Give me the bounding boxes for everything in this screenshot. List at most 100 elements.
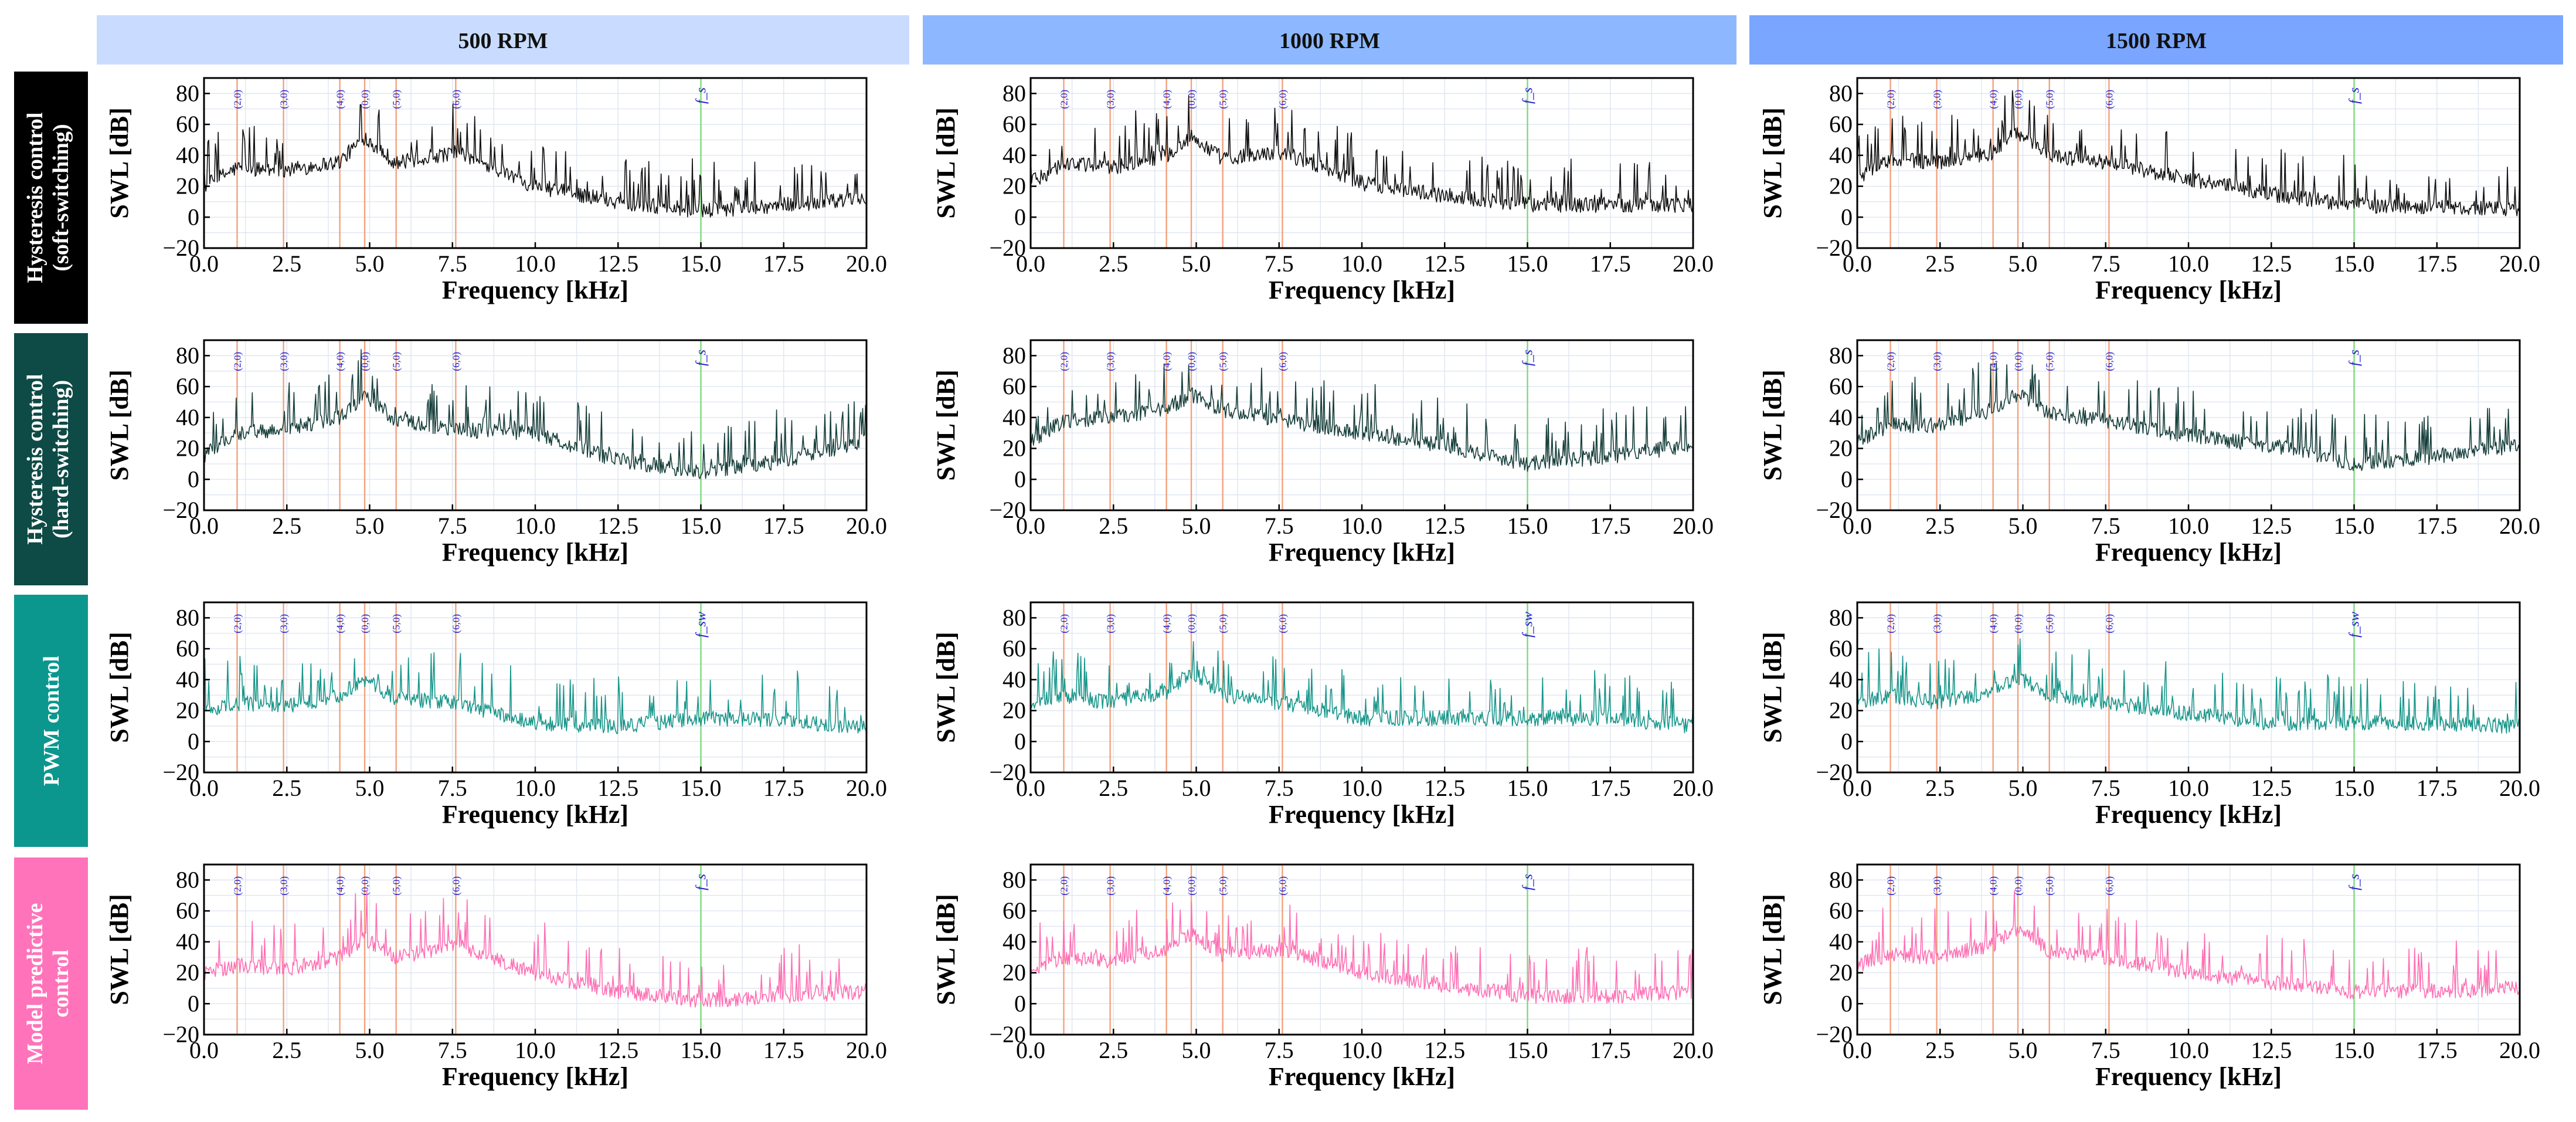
y-tick-label: 20 <box>176 173 199 199</box>
spectrum-panel: (2,0) (3,0) (4,0) (0,0) (5,0) (6,0) f_s 0.0 2.5 5… <box>932 77 1714 304</box>
spectrum-trace <box>203 103 867 218</box>
y-tick-label: 80 <box>1002 866 1026 893</box>
x-tick-label: 15.0 <box>2334 775 2375 801</box>
mode-label: (2,0) <box>1885 876 1897 896</box>
x-tick-label: 10.0 <box>1341 775 1382 801</box>
x-tick-label: 0.0 <box>189 250 219 277</box>
mode-label: (2,0) <box>1059 876 1070 896</box>
y-tick-label: 0 <box>1841 990 1853 1016</box>
column-header-label: 1500 RPM <box>2106 29 2207 53</box>
x-tick-label: 5.0 <box>2009 1037 2038 1063</box>
mode-label: (0,0) <box>1186 90 1197 109</box>
y-axis-label: SWL [dB] <box>932 632 960 743</box>
mode-label: (2,0) <box>232 614 243 633</box>
mode-label: (4,0) <box>335 90 346 109</box>
y-axis-label: SWL [dB] <box>932 107 960 219</box>
y-tick-label: 20 <box>176 697 199 724</box>
x-tick-label: 0.0 <box>1016 1037 1045 1063</box>
x-tick-label: 0.0 <box>1016 513 1045 539</box>
y-tick-label: 0 <box>1841 466 1853 492</box>
x-axis-label: Frequency [kHz] <box>1269 800 1455 829</box>
y-tick-label: 40 <box>176 666 199 693</box>
y-tick-label: 80 <box>176 342 199 368</box>
mode-label: (6,0) <box>450 352 461 371</box>
x-axis-label: Frequency [kHz] <box>2095 538 2282 567</box>
mode-label: (5,0) <box>391 352 402 371</box>
x-tick-label: 15.0 <box>2334 513 2375 539</box>
x-tick-label: 7.5 <box>2091 250 2120 277</box>
mode-label: (6,0) <box>1277 90 1288 109</box>
x-tick-label: 20.0 <box>2499 1037 2540 1063</box>
mode-label: (0,0) <box>359 876 371 896</box>
mode-label: (5,0) <box>1218 90 1229 109</box>
x-tick-label: 20.0 <box>2499 513 2540 539</box>
x-tick-label: 5.0 <box>1182 513 1211 539</box>
x-tick-label: 17.5 <box>2417 775 2458 801</box>
column-header-label: 500 RPM <box>458 29 548 53</box>
mode-label: (0,0) <box>2013 352 2024 371</box>
mode-label: (6,0) <box>2103 90 2115 109</box>
x-tick-label: 17.5 <box>2417 1037 2458 1063</box>
y-tick-label: 0 <box>188 204 199 230</box>
mode-label: (0,0) <box>2013 614 2024 633</box>
y-tick-label: 0 <box>1841 728 1853 754</box>
x-tick-label: 0.0 <box>189 775 219 801</box>
y-tick-label: 60 <box>1829 635 1853 662</box>
mode-label: (2,0) <box>232 90 243 109</box>
x-tick-label: 12.5 <box>2251 775 2292 801</box>
y-tick-label: 0 <box>188 728 199 754</box>
y-tick-label: 80 <box>1829 604 1853 631</box>
y-tick-label: 60 <box>1002 373 1026 399</box>
x-tick-label: 12.5 <box>597 513 638 539</box>
y-tick-label: 60 <box>1829 111 1853 137</box>
x-tick-label: 17.5 <box>2417 513 2458 539</box>
y-tick-label: 40 <box>176 928 199 955</box>
chart-panels: (2,0) (3,0) (4,0) (0,0) (5,0) (6,0) f_s 0.0 2.5 5… <box>105 77 2540 1091</box>
mode-label: (3,0) <box>1932 876 1943 896</box>
x-tick-label: 15.0 <box>2334 1037 2375 1063</box>
mode-label: (3,0) <box>1105 90 1116 109</box>
mode-label: (2,0) <box>1059 90 1070 109</box>
y-tick-label: 40 <box>1829 928 1853 955</box>
x-tick-label: 20.0 <box>846 513 887 539</box>
spectrum-panel: (2,0) (3,0) (4,0) (0,0) (5,0) (6,0) f_s 0.0 2.5 5… <box>105 339 887 567</box>
row-label-text: control <box>49 950 73 1017</box>
x-tick-label: 17.5 <box>763 250 804 277</box>
y-tick-label: 20 <box>1002 435 1026 462</box>
y-tick-label: −20 <box>1816 497 1853 523</box>
x-tick-label: 7.5 <box>438 250 467 277</box>
x-axis-label: Frequency [kHz] <box>2095 800 2282 829</box>
mode-label: (0,0) <box>1186 614 1197 633</box>
x-tick-label: 12.5 <box>1424 250 1465 277</box>
y-tick-label: 80 <box>1829 80 1853 106</box>
x-tick-label: 15.0 <box>681 513 722 539</box>
mode-label: (6,0) <box>450 614 461 633</box>
mode-label: (5,0) <box>1218 352 1229 371</box>
y-tick-label: 20 <box>1829 960 1853 986</box>
mode-label: (3,0) <box>1932 90 1943 109</box>
x-axis-label: Frequency [kHz] <box>442 1062 628 1091</box>
x-tick-label: 7.5 <box>2091 1037 2120 1063</box>
x-tick-label: 15.0 <box>2334 250 2375 277</box>
row-label-text: Hysteresis control <box>23 374 47 545</box>
y-tick-label: 80 <box>176 80 199 106</box>
x-tick-label: 5.0 <box>355 775 385 801</box>
x-tick-label: 10.0 <box>2168 1037 2209 1063</box>
y-tick-label: 80 <box>176 604 199 631</box>
mode-label: (6,0) <box>2103 352 2115 371</box>
x-tick-label: 5.0 <box>355 513 385 539</box>
x-tick-label: 15.0 <box>1507 250 1548 277</box>
y-tick-label: 60 <box>1002 635 1026 662</box>
y-tick-label: −20 <box>162 497 199 523</box>
spectrum-trace <box>1030 641 1694 734</box>
mode-label: (6,0) <box>450 876 461 896</box>
y-tick-label: −20 <box>1816 759 1853 785</box>
mode-label: (4,0) <box>1988 876 1999 896</box>
y-tick-label: 0 <box>1014 990 1026 1016</box>
y-tick-label: −20 <box>989 235 1026 261</box>
x-tick-label: 12.5 <box>597 250 638 277</box>
spectrum-trace <box>1857 890 2520 999</box>
mode-label: (2,0) <box>1059 352 1070 371</box>
row-label-text: Model predictive <box>23 903 47 1065</box>
switching-frequency-label: f_s <box>694 87 709 104</box>
